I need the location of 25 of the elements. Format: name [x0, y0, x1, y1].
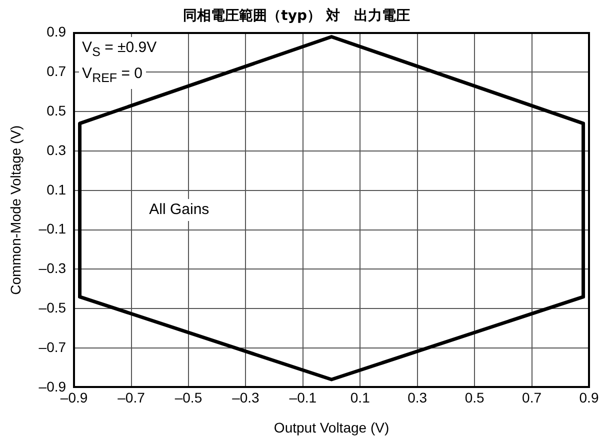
y-tick-label: 0.7 — [46, 63, 66, 80]
y-tick-label: –0.7 — [38, 338, 66, 355]
y-axis-title: Common-Mode Voltage (V) — [7, 125, 24, 295]
y-tick-label: 0.1 — [46, 181, 66, 198]
x-tick-label: –0.3 — [232, 390, 260, 406]
y-tick-label: 0.5 — [46, 102, 66, 118]
y-tick-label: 0.3 — [46, 142, 66, 158]
y-tick-label: –0.1 — [38, 220, 66, 237]
x-tick-label: –0.7 — [118, 390, 146, 406]
y-tick-label: 0.9 — [46, 24, 66, 40]
x-tick-label: 0.3 — [408, 390, 428, 406]
y-tick-label: –0.5 — [38, 299, 66, 316]
chart-title: 同相電圧範囲（typ） 対 出力電圧 — [183, 7, 410, 24]
annotation: All Gains — [146, 199, 212, 222]
x-tick-label: 0.7 — [522, 390, 542, 406]
x-tick-label: 0.5 — [464, 390, 485, 406]
x-axis-title: Output Voltage (V) — [274, 419, 390, 436]
y-tick-label: –0.9 — [38, 378, 66, 394]
x-tick-label: –0.5 — [174, 390, 202, 406]
annotation: V$_{REF}$ = 0 — [79, 62, 146, 89]
x-tick-label: 0.1 — [350, 390, 370, 406]
x-tick-label: –0.1 — [289, 390, 317, 406]
x-tick-label: 0.9 — [579, 390, 599, 406]
y-tick-label: –0.3 — [38, 260, 66, 276]
annotation: V$_{S}$ = ±0.9V — [79, 36, 160, 63]
